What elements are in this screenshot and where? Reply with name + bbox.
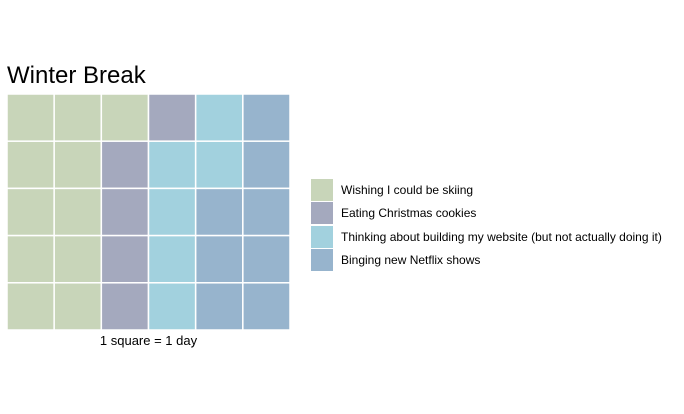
legend-label: Binging new Netflix shows bbox=[341, 253, 481, 268]
legend-swatch bbox=[311, 225, 333, 248]
legend-swatch bbox=[311, 178, 333, 201]
waffle-square bbox=[7, 187, 55, 237]
waffle-square bbox=[147, 94, 197, 142]
legend-label: Wishing I could be skiing bbox=[341, 182, 474, 197]
waffle-square bbox=[100, 187, 150, 237]
waffle-square bbox=[53, 187, 103, 237]
waffle-square bbox=[7, 282, 55, 330]
waffle-square bbox=[7, 140, 55, 190]
waffle-square bbox=[100, 234, 150, 284]
chart-title: Winter Break bbox=[7, 62, 146, 89]
legend-item: Eating Christmas cookies bbox=[311, 202, 662, 226]
waffle-square bbox=[100, 140, 150, 190]
waffle-square bbox=[194, 282, 244, 330]
waffle-square bbox=[53, 234, 103, 284]
waffle-square bbox=[147, 234, 197, 284]
waffle-square bbox=[7, 94, 55, 142]
waffle-square bbox=[242, 187, 290, 237]
chart-caption: 1 square = 1 day bbox=[99, 333, 198, 348]
waffle-square bbox=[53, 140, 103, 190]
waffle-square bbox=[242, 234, 290, 284]
waffle-square bbox=[194, 187, 244, 237]
waffle-square bbox=[194, 234, 244, 284]
legend-item: Binging new Netflix shows bbox=[311, 249, 662, 273]
waffle-square bbox=[242, 140, 290, 190]
waffle-square bbox=[100, 282, 150, 330]
waffle-square bbox=[100, 94, 150, 142]
legend-item: Wishing I could be skiing bbox=[311, 178, 662, 202]
legend-label: Thinking about building my website (but … bbox=[341, 229, 662, 244]
waffle-square bbox=[147, 140, 197, 190]
waffle-chart bbox=[7, 94, 290, 330]
legend: Wishing I could be skiing Eating Christma… bbox=[311, 178, 662, 272]
waffle-square bbox=[194, 140, 244, 190]
legend-item: Thinking about building my website (but … bbox=[311, 225, 662, 249]
legend-label: Eating Christmas cookies bbox=[341, 206, 477, 221]
waffle-square bbox=[7, 234, 55, 284]
waffle-square bbox=[242, 282, 290, 330]
legend-swatch bbox=[311, 202, 333, 225]
waffle-square bbox=[53, 282, 103, 330]
waffle-square bbox=[53, 94, 103, 142]
waffle-grid bbox=[7, 94, 290, 330]
waffle-square bbox=[242, 94, 290, 142]
waffle-square bbox=[147, 282, 197, 330]
legend-swatch bbox=[311, 249, 333, 272]
waffle-square bbox=[194, 94, 244, 142]
waffle-square bbox=[147, 187, 197, 237]
